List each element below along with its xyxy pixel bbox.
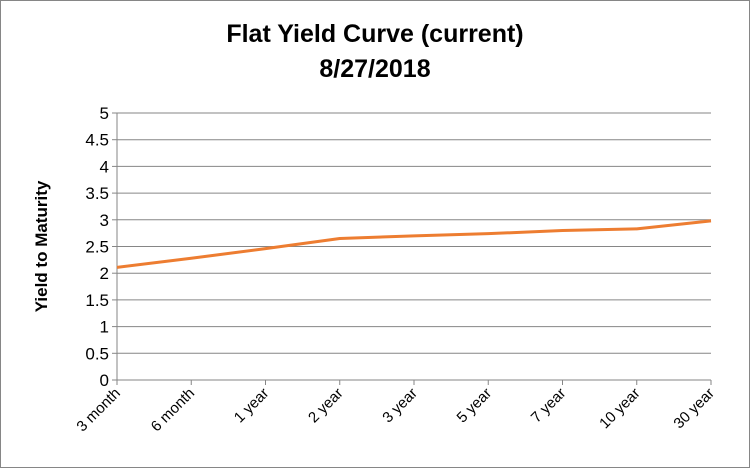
x-tick-label: 3 month [73,385,123,435]
chart-subtitle: 8/27/2018 [319,55,431,83]
y-tick-label: 1.5 [85,291,109,310]
y-axis-label: Yield to Maturity [32,180,51,312]
x-tick-label: 1 year [231,385,273,427]
y-tick-label: 4 [100,157,109,176]
x-tick-label: 2 year [305,385,347,427]
chart-title: Flat Yield Curve (current) [226,20,524,48]
y-tick-label: 2.5 [85,238,109,257]
y-tick-label: 3 [100,211,109,230]
x-tick-label: 30 year [670,385,717,432]
x-tick-label: 7 year [528,385,570,427]
y-tick-label: 0.5 [85,344,109,363]
x-tick-label: 6 month [148,385,198,435]
x-tick-label: 5 year [454,385,496,427]
y-tick-label: 3.5 [85,184,109,203]
x-tick-label: 10 year [596,385,643,432]
series-line [116,219,712,269]
y-tick-label: 1 [100,318,109,337]
x-tick-label: 3 year [379,385,421,427]
y-tick-label: 0 [100,371,109,390]
y-tick-label: 4.5 [85,131,109,150]
y-tick-label: 2 [100,264,109,283]
y-tick-label: 5 [100,104,109,123]
